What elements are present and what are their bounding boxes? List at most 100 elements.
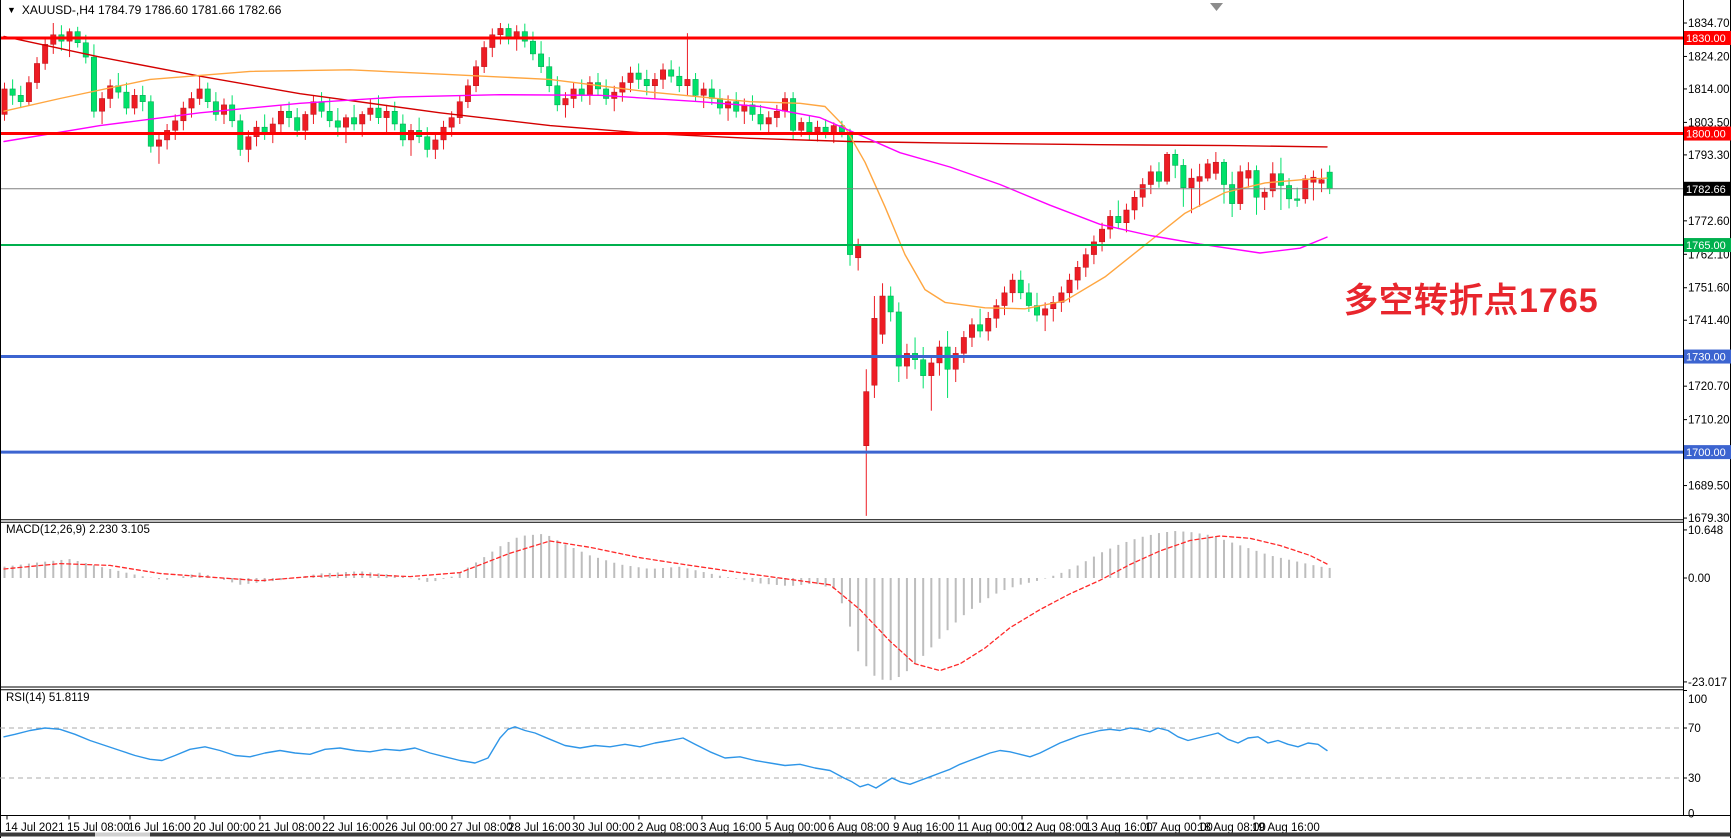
time-tick-label: 19 Aug 16:00 (1252, 822, 1320, 834)
window-menu-icon[interactable]: ▼ (7, 5, 16, 15)
time-tick-label: 17 Aug 00:00 (1145, 822, 1213, 834)
candle-down (212, 101, 219, 115)
candle-up (863, 391, 870, 446)
candle-up (1074, 267, 1081, 281)
scrollbar-track[interactable] (0, 832, 1731, 837)
candle-down (643, 79, 650, 87)
candle-up (798, 122, 805, 131)
candle-up (310, 101, 317, 115)
candle-up (107, 85, 114, 99)
candle-down (1034, 305, 1040, 316)
macd-histogram (3, 531, 1331, 681)
candle-up (1123, 209, 1130, 223)
ma-orange-path (3, 69, 1328, 310)
candle-up (25, 82, 32, 102)
shift-marker-icon[interactable] (1210, 3, 1223, 11)
candle-up (277, 110, 284, 125)
candle-up (1, 88, 8, 115)
candle-up (66, 31, 73, 42)
time-tick-label: 5 Aug 00:00 (765, 822, 826, 834)
candle-down (424, 136, 431, 150)
time-tick-label: 26 Jul 00:00 (385, 822, 448, 834)
price-tick-label: 1772.60 (1688, 216, 1730, 228)
candle-up (855, 244, 862, 259)
price-tick-label: 1803.50 (1688, 117, 1730, 129)
candle-down (399, 123, 406, 141)
candle-up (1131, 197, 1138, 211)
symbol-period-label: XAUUSD-,H4 (21, 3, 95, 17)
candle-down (1286, 185, 1292, 200)
candle-down (530, 40, 536, 55)
rsi-axis-label: 70 (1688, 723, 1701, 735)
candle-up (985, 318, 992, 332)
price-tick-label: 1710.20 (1688, 415, 1730, 427)
rsi-axis-label: 0 (1688, 809, 1694, 821)
candle-down (9, 88, 16, 96)
time-tick-label: 3 Aug 16:00 (700, 822, 761, 834)
rsi-panel[interactable]: 100 70 30 0 (0, 690, 1707, 821)
candle-up (481, 47, 488, 67)
candle-down (708, 88, 715, 99)
time-tick-label: 27 Jul 08:00 (450, 822, 513, 834)
candle-down (847, 131, 853, 255)
time-tick-label: 30 Jul 00:00 (572, 822, 635, 834)
macd-axis-label: 10.648 (1688, 525, 1723, 537)
candle-up (1042, 308, 1049, 316)
candle-up (464, 85, 471, 102)
candle-up (765, 117, 772, 125)
candle-down (546, 66, 553, 87)
candle-up (830, 125, 837, 134)
candle-up (432, 139, 439, 150)
candle-up (879, 295, 886, 335)
level-support-1700-badge-label: 1700.00 (1686, 447, 1726, 459)
candle-up (156, 139, 162, 147)
level-resistance-1830-badge-label: 1830.00 (1686, 33, 1726, 45)
level-support-1700-badge (1684, 445, 1731, 460)
candle-down (90, 56, 97, 112)
candle-up (570, 88, 577, 99)
scrollbar-thumb[interactable] (95, 832, 150, 837)
candle-down (749, 104, 756, 115)
candle-down (1017, 279, 1024, 294)
time-tick-label: 14 Jul 2021 (5, 822, 64, 834)
level-resistance-1800-badge (1684, 126, 1731, 141)
candle-up (1212, 161, 1219, 174)
candle-up (497, 28, 504, 36)
candle-up (1099, 228, 1105, 243)
time-tick-label: 22 Jul 16:00 (322, 822, 385, 834)
candle-up (50, 34, 57, 45)
candle-up (172, 120, 179, 131)
candle-up (34, 63, 40, 83)
time-tick-label: 16 Jul 16:00 (128, 822, 191, 834)
candle-up (969, 324, 975, 338)
candle-down (668, 69, 675, 77)
candle-down (351, 117, 358, 125)
macd-panel[interactable]: 10.648 0.00 -23.017 (3, 525, 1727, 689)
candle-up (302, 114, 309, 131)
candle-up (1318, 179, 1325, 184)
candle-up (1009, 279, 1016, 294)
price-tick-label: 1751.60 (1688, 283, 1730, 295)
candle-up (700, 88, 707, 96)
price-tick-label: 1814.00 (1688, 84, 1730, 96)
candle-up (1164, 154, 1171, 182)
time-tick-label: 20 Jul 00:00 (193, 822, 256, 834)
candle-up (993, 305, 1000, 319)
candle-down (692, 79, 699, 96)
candle-up (131, 95, 138, 109)
candle-up (1107, 216, 1114, 230)
candle-down (1115, 216, 1122, 223)
level-resistance-1830-badge (1684, 30, 1731, 45)
candle-up (253, 126, 260, 137)
price-axis[interactable]: 1834.70 1824.20 1814.00 1803.50 1793.30 1772.… (1683, 18, 1731, 525)
candle-up (1058, 292, 1065, 303)
ma-magenta-line (3, 94, 1328, 254)
ma-orange-line (3, 69, 1328, 310)
candle-up (99, 98, 106, 112)
candle-down (603, 88, 610, 99)
h-scrollbar[interactable] (0, 832, 1731, 837)
candle-up (562, 98, 569, 106)
candle-up (1188, 177, 1195, 188)
